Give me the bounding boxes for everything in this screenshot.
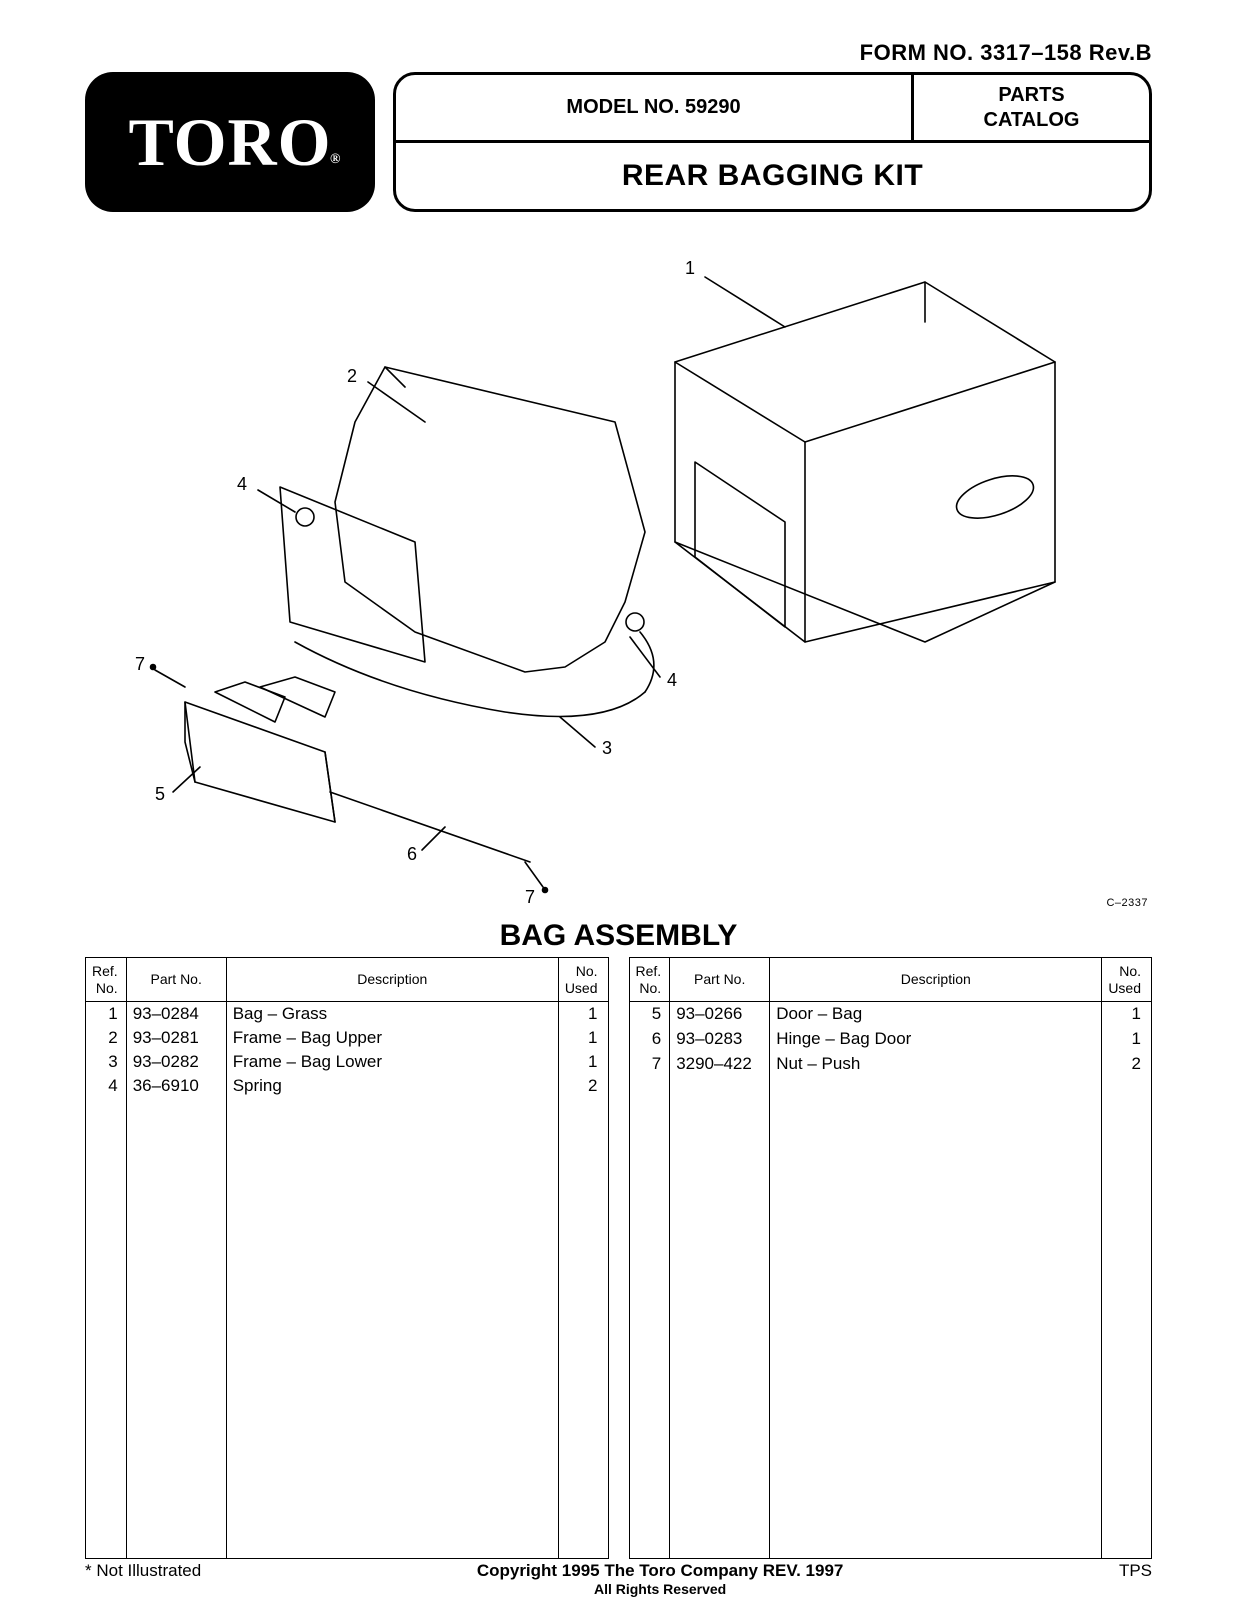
toro-logo: TORO®: [85, 72, 375, 212]
footer: * Not Illustrated Copyright 1995 The Tor…: [85, 1561, 1152, 1597]
logo-word: TORO: [128, 104, 331, 180]
copyright-line: Copyright 1995 The Toro Company REV. 199…: [201, 1561, 1119, 1581]
form-number: FORM NO. 3317–158 Rev.B: [85, 40, 1152, 66]
table-header-row: Ref.No. Part No. Description No.Used: [629, 958, 1152, 1002]
page: FORM NO. 3317–158 Rev.B TORO® MODEL NO. …: [0, 0, 1237, 1617]
table-row: 293–0281Frame – Bag Upper1: [86, 1026, 609, 1050]
table-filler: [86, 1098, 609, 1558]
callout-4a: 4: [237, 474, 247, 495]
header-top: MODEL NO. 59290 PARTS CATALOG: [396, 75, 1149, 143]
header-box: MODEL NO. 59290 PARTS CATALOG REAR BAGGI…: [393, 72, 1152, 212]
callout-6: 6: [407, 844, 417, 865]
logo-text: TORO®: [128, 103, 331, 182]
callout-4b: 4: [667, 670, 677, 691]
callout-3: 3: [602, 738, 612, 759]
drawing-number: C–2337: [1106, 897, 1148, 909]
tbody-right: 593–0266Door – Bag1 693–0283Hinge – Bag …: [629, 1002, 1152, 1559]
table-row: 693–0283Hinge – Bag Door1: [629, 1027, 1152, 1052]
table-row: 193–0284Bag – Grass1: [86, 1002, 609, 1027]
parts-line1: PARTS: [998, 83, 1064, 108]
callout-7a: 7: [135, 654, 145, 675]
section-title: BAG ASSEMBLY: [85, 919, 1152, 953]
th-part: Part No.: [126, 958, 226, 1002]
model-number: MODEL NO. 59290: [396, 75, 914, 140]
footer-right: TPS: [1119, 1561, 1152, 1581]
rights-line: All Rights Reserved: [201, 1581, 1119, 1597]
table-filler: [629, 1077, 1152, 1558]
th-part: Part No.: [670, 958, 770, 1002]
th-used: No.Used: [1102, 958, 1152, 1002]
table-row: 593–0266Door – Bag1: [629, 1002, 1152, 1028]
th-ref: Ref.No.: [629, 958, 670, 1002]
registered-icon: ®: [330, 152, 341, 168]
tbody-left: 193–0284Bag – Grass1 293–0281Frame – Bag…: [86, 1002, 609, 1559]
table-row: 393–0282Frame – Bag Lower1: [86, 1050, 609, 1074]
table-row: 73290–422Nut – Push2: [629, 1052, 1152, 1077]
table-row: 436–6910Spring2: [86, 1074, 609, 1098]
th-desc: Description: [770, 958, 1102, 1002]
th-ref: Ref.No.: [86, 958, 127, 1002]
callout-1: 1: [685, 258, 695, 279]
th-used: No.Used: [558, 958, 608, 1002]
table-header-row: Ref.No. Part No. Description No.Used: [86, 958, 609, 1002]
parts-table-left: Ref.No. Part No. Description No.Used 193…: [85, 957, 609, 1559]
exploded-diagram: 1 2 4 4 3 5 6 7 7 C–2337: [85, 222, 1152, 917]
tables-row: Ref.No. Part No. Description No.Used 193…: [85, 957, 1152, 1559]
callout-5: 5: [155, 784, 165, 805]
footer-center: Copyright 1995 The Toro Company REV. 199…: [201, 1561, 1119, 1597]
parts-table-right: Ref.No. Part No. Description No.Used 593…: [629, 957, 1153, 1559]
header-row: TORO® MODEL NO. 59290 PARTS CATALOG REAR…: [85, 72, 1152, 212]
parts-catalog-label: PARTS CATALOG: [914, 75, 1149, 140]
parts-line2: CATALOG: [984, 108, 1080, 133]
callout-7b: 7: [525, 887, 535, 908]
diagram-svg: [85, 222, 1152, 917]
th-desc: Description: [226, 958, 558, 1002]
footer-left: * Not Illustrated: [85, 1561, 201, 1581]
callout-2: 2: [347, 366, 357, 387]
document-title: REAR BAGGING KIT: [396, 143, 1149, 209]
